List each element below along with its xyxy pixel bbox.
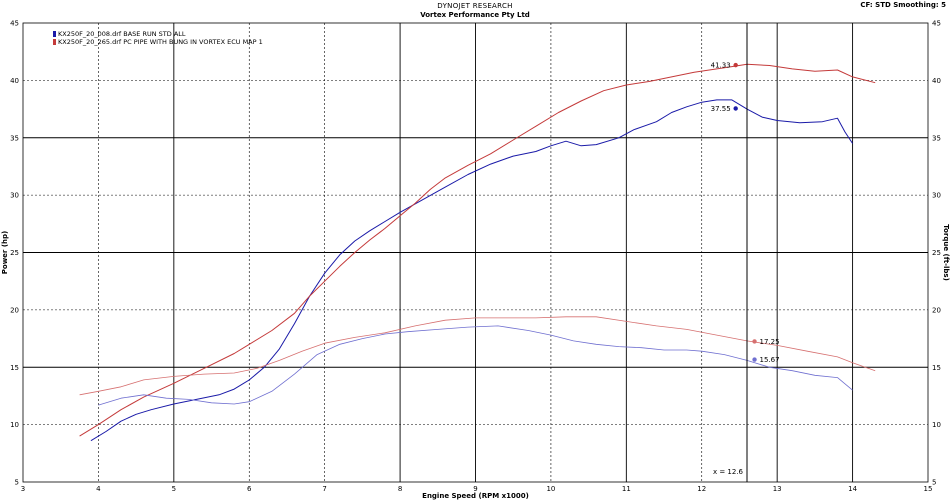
annotation-marker	[752, 357, 757, 362]
x-tick-label: 7	[322, 485, 326, 493]
x-tick-label: 8	[398, 485, 402, 493]
series-line-torque-pc-pipe	[79, 316, 876, 396]
y-tick-label-left: 10	[10, 421, 19, 429]
annotation-value: 37.55	[711, 105, 731, 113]
report-header: DYNOJET RESEARCH Vortex Performance Pty …	[0, 0, 950, 22]
annotation-marker	[733, 62, 738, 68]
y-tick-label-right: 35	[932, 134, 941, 142]
legend-entry: KX250F_20_265.drf PC PIPE WITH BUNG IN V…	[58, 38, 263, 46]
y-tick-label-right: 40	[932, 77, 941, 85]
y-tick-label-right: 10	[932, 421, 941, 429]
legend-entry: KX250F_20_008.drf BASE RUN STD ALL	[58, 30, 186, 38]
x-tick-label: 13	[773, 485, 782, 493]
annotation-value: 15.67	[760, 356, 780, 364]
y-tick-label-left: 45	[10, 20, 19, 28]
y-tick-label-left: 20	[10, 306, 19, 314]
series-line-power-base	[90, 99, 854, 442]
y-tick-label-left: 25	[10, 249, 19, 257]
annotation-value: 17.25	[760, 338, 780, 346]
legend-swatch	[53, 39, 56, 45]
y-tick-label-left: 30	[10, 192, 19, 200]
report-subtitle: Vortex Performance Pty Ltd	[420, 11, 530, 19]
y-tick-label-left: 40	[10, 77, 19, 85]
y-tick-label-right: 5	[932, 479, 936, 487]
x-tick-label: 4	[96, 485, 101, 493]
x-tick-label: 9	[473, 485, 477, 493]
annotation-value: 41.33	[711, 62, 731, 70]
series-layer	[79, 63, 876, 442]
x-tick-label: 12	[697, 485, 706, 493]
y-axis-label-right: Torque (ft-lbs)	[942, 224, 950, 281]
x-tick-label: 15	[924, 485, 933, 493]
y-axis-label-left: Power (hp)	[1, 231, 9, 274]
x-tick-label: 3	[21, 485, 25, 493]
y-tick-label-right: 30	[932, 192, 941, 200]
x-tick-label: 14	[848, 485, 857, 493]
legend-swatch	[53, 31, 56, 37]
y-tick-label-right: 45	[932, 20, 941, 28]
y-tick-label-left: 5	[15, 479, 19, 487]
series-line-power-pc-pipe	[79, 63, 876, 437]
annotation-marker	[752, 339, 757, 344]
x-tick-label: 11	[622, 485, 631, 493]
cursor-readout: x = 12.6	[713, 468, 744, 476]
series-line-torque-base	[98, 325, 853, 406]
config-readout: CF: STD Smoothing: 5	[860, 1, 946, 9]
x-tick-label: 6	[247, 485, 252, 493]
annotations: 41.33 37.55 17.25 15.67	[711, 62, 780, 364]
report-title: DYNOJET RESEARCH	[437, 2, 513, 10]
x-axis-label: Engine Speed (RPM x1000)	[422, 492, 529, 500]
y-tick-label-left: 15	[10, 364, 19, 372]
x-tick-label: 5	[172, 485, 176, 493]
x-tick-label: 10	[546, 485, 555, 493]
annotation-marker	[733, 106, 738, 111]
legend: KX250F_20_008.drf BASE RUN STD ALLKX250F…	[53, 30, 263, 46]
grid	[23, 23, 928, 482]
y-tick-label-right: 25	[932, 249, 941, 257]
y-tick-label-left: 35	[10, 134, 19, 142]
y-tick-label-right: 15	[932, 364, 941, 372]
plot-frame	[22, 22, 929, 483]
y-tick-label-right: 20	[932, 306, 941, 314]
